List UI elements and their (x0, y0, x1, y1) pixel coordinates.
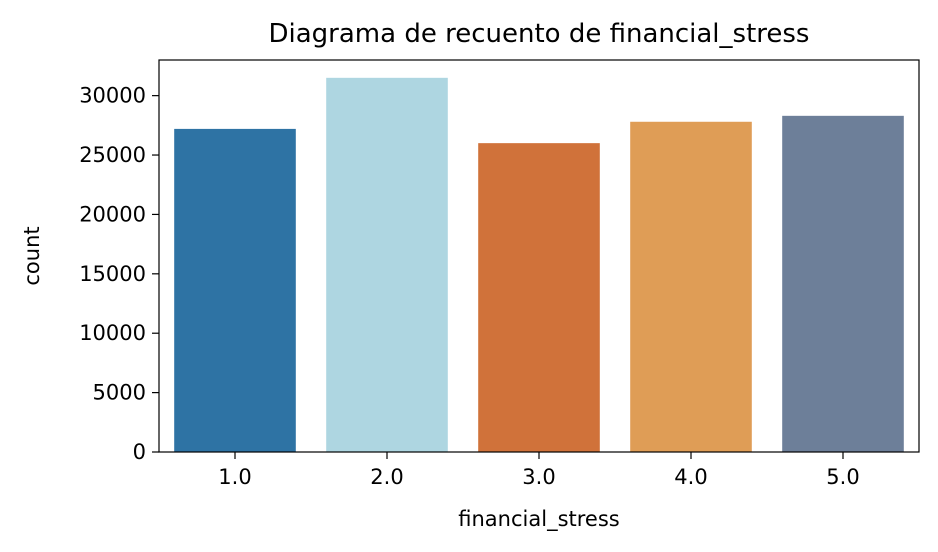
bar-1-0 (174, 128, 296, 452)
y-tick-label: 10000 (79, 321, 146, 345)
y-tick-label: 0 (133, 440, 146, 464)
y-axis-label: count (20, 226, 44, 285)
y-axis-ticks: 0 5000 10000 15000 20000 25000 30000 (79, 84, 159, 464)
x-axis-label: financial_stress (458, 507, 619, 532)
x-axis-ticks: 1.0 2.0 3.0 4.0 5.0 (218, 452, 860, 489)
y-tick-label: 5000 (93, 381, 146, 405)
y-tick-label: 15000 (79, 262, 146, 286)
chart-title: Diagrama de recuento de financial_stress (269, 19, 810, 49)
bar-4-0 (630, 121, 752, 452)
x-tick-label: 5.0 (826, 465, 859, 489)
y-tick-label: 25000 (79, 143, 146, 167)
x-tick-label: 2.0 (370, 465, 403, 489)
x-tick-label: 1.0 (218, 465, 251, 489)
bar-5-0 (782, 115, 904, 453)
y-tick-label: 20000 (79, 202, 146, 226)
y-tick-label: 30000 (79, 84, 146, 108)
x-tick-label: 3.0 (522, 465, 555, 489)
bars-group (174, 77, 904, 453)
x-tick-label: 4.0 (674, 465, 707, 489)
bar-3-0 (478, 143, 600, 452)
bar-2-0 (326, 77, 448, 453)
